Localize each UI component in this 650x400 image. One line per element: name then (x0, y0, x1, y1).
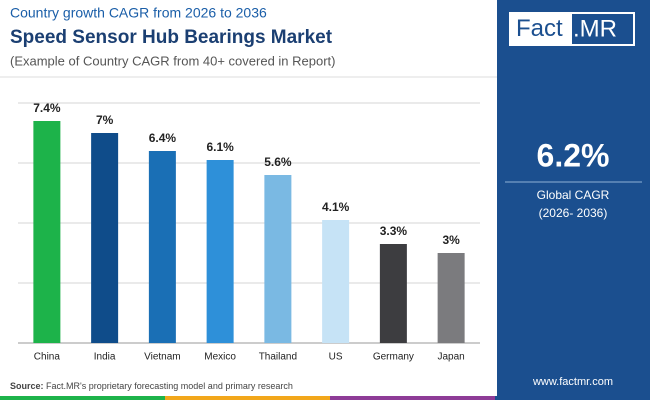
bar (148, 151, 176, 343)
chart-title: Speed Sensor Hub Bearings Market (10, 27, 333, 48)
stripe (165, 396, 330, 400)
bar (206, 160, 234, 343)
source-label: Source: (10, 381, 44, 391)
x-tick-label: Thailand (259, 352, 297, 363)
logo-accent (572, 14, 633, 44)
x-tick-label: India (94, 352, 116, 363)
x-tick-label: Japan (438, 352, 465, 363)
x-tick-label: Vietnam (144, 352, 181, 363)
bar (437, 253, 465, 343)
value-label: 3.3% (380, 224, 408, 238)
bar (264, 175, 292, 343)
value-label: 5.6% (264, 155, 292, 169)
bar (322, 220, 350, 343)
bar (33, 121, 61, 343)
website: www.factmr.com (532, 376, 613, 388)
global-cagr: 6.2% (537, 137, 610, 173)
stripe (495, 396, 650, 400)
value-label: 6.1% (206, 140, 234, 154)
global-cagr-label: Global CAGR (537, 188, 610, 202)
x-tick-label: Mexico (204, 352, 236, 363)
side-panel (497, 0, 650, 396)
x-tick-label: China (34, 352, 61, 363)
value-label: 4.1% (322, 200, 350, 214)
value-label: 7% (96, 113, 114, 127)
bar (91, 133, 119, 343)
stripe (0, 396, 165, 400)
x-tick-label: Germany (373, 352, 414, 363)
supertitle: Country growth CAGR from 2026 to 2036 (10, 5, 267, 21)
source-text: Fact.MR's proprietary forecasting model … (46, 381, 293, 391)
subtitle: (Example of Country CAGR from 40+ covere… (10, 53, 336, 68)
period: (2026- 2036) (539, 206, 608, 220)
bar (379, 244, 407, 343)
stripe (330, 396, 495, 400)
logo-part: Fact (516, 15, 563, 42)
value-label: 3% (442, 233, 460, 247)
source: Source: Fact.MR's proprietary forecastin… (10, 381, 293, 391)
value-label: 6.4% (149, 131, 177, 145)
logo-part-overlay: .MR (573, 15, 617, 42)
x-tick-label: US (329, 352, 343, 363)
value-label: 7.4% (33, 101, 61, 115)
